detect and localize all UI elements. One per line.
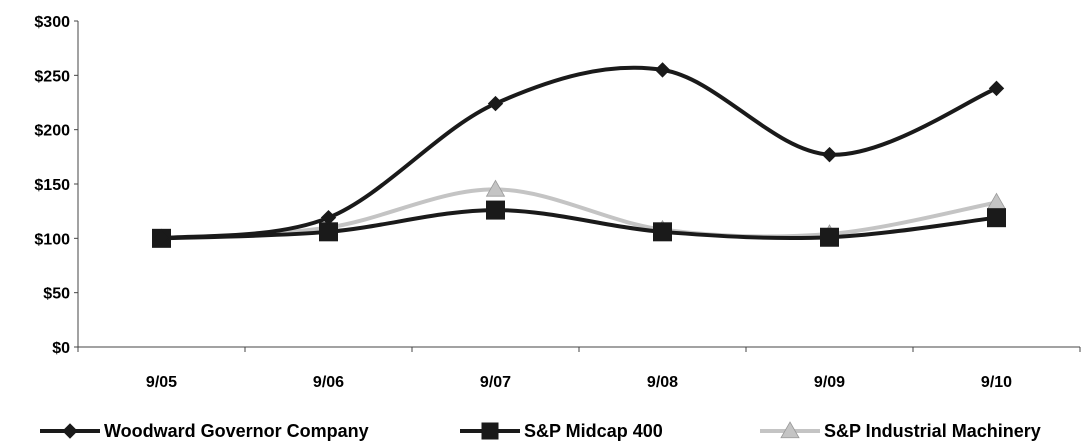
- y-tick-label: $150: [34, 177, 70, 194]
- y-tick-label: $50: [43, 286, 70, 303]
- data-point: [654, 62, 671, 78]
- series-line: [161, 208, 997, 241]
- data-point: [485, 179, 506, 197]
- chart-axes: [77, 21, 1080, 348]
- series-group: [151, 62, 1007, 248]
- data-point: [153, 230, 170, 247]
- data-point: [487, 95, 504, 112]
- legend-swatch-marker: [481, 422, 499, 440]
- x-tick-label: 9/06: [313, 374, 344, 391]
- x-axis-ticks: 9/05 9/06 9/07 9/08 9/09 9/10: [77, 347, 1081, 391]
- legend-label: S&P Industrial Machinery: [824, 421, 1041, 441]
- x-tick-label: 9/05: [146, 374, 177, 391]
- legend-swatch-marker: [780, 421, 800, 439]
- series-0: [153, 62, 1005, 247]
- data-point: [319, 222, 338, 242]
- y-tick-label: $100: [34, 231, 70, 248]
- x-tick-label: 9/09: [814, 374, 845, 391]
- legend-item: Woodward Governor Company: [40, 421, 369, 441]
- x-tick-label: 9/07: [480, 374, 511, 391]
- legend-item: S&P Industrial Machinery: [760, 421, 1041, 441]
- x-tick-label: 9/10: [981, 374, 1012, 391]
- data-point: [486, 200, 505, 220]
- data-point: [986, 192, 1007, 210]
- y-tick-label: $300: [34, 14, 70, 31]
- data-point: [653, 222, 672, 242]
- y-tick-label: $0: [52, 340, 70, 357]
- legend: Woodward Governor Company S&P Midcap 400 S…: [40, 421, 1041, 441]
- x-tick-label: 9/08: [647, 374, 678, 391]
- legend-swatch-marker: [62, 423, 78, 439]
- legend-item: S&P Midcap 400: [460, 421, 663, 441]
- data-point: [320, 209, 337, 226]
- legend-label: S&P Midcap 400: [524, 421, 663, 441]
- data-point: [820, 227, 839, 247]
- y-tick-label: $200: [34, 123, 70, 140]
- data-point: [821, 146, 838, 163]
- y-axis-ticks: $0 $50 $100 $150 $200 $250 $300: [34, 14, 78, 357]
- series-line: [161, 187, 997, 241]
- series-line: [161, 65, 998, 241]
- data-point: [988, 80, 1005, 97]
- legend-label: Woodward Governor Company: [104, 421, 369, 441]
- data-point: [987, 208, 1006, 228]
- y-tick-label: $250: [34, 68, 70, 85]
